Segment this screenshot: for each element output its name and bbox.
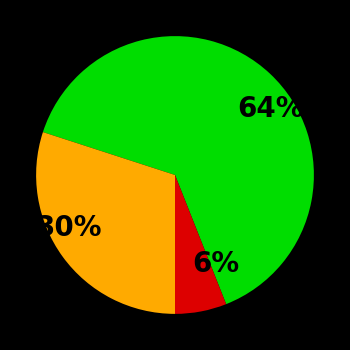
Wedge shape	[175, 175, 226, 314]
Text: 64%: 64%	[237, 95, 303, 123]
Text: 30%: 30%	[35, 214, 102, 242]
Wedge shape	[36, 132, 175, 314]
Wedge shape	[43, 36, 314, 304]
Text: 6%: 6%	[192, 250, 239, 278]
